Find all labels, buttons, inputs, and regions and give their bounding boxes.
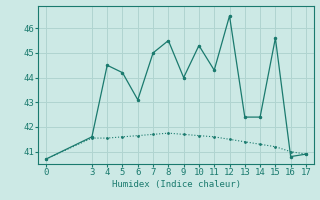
X-axis label: Humidex (Indice chaleur): Humidex (Indice chaleur) bbox=[111, 180, 241, 189]
